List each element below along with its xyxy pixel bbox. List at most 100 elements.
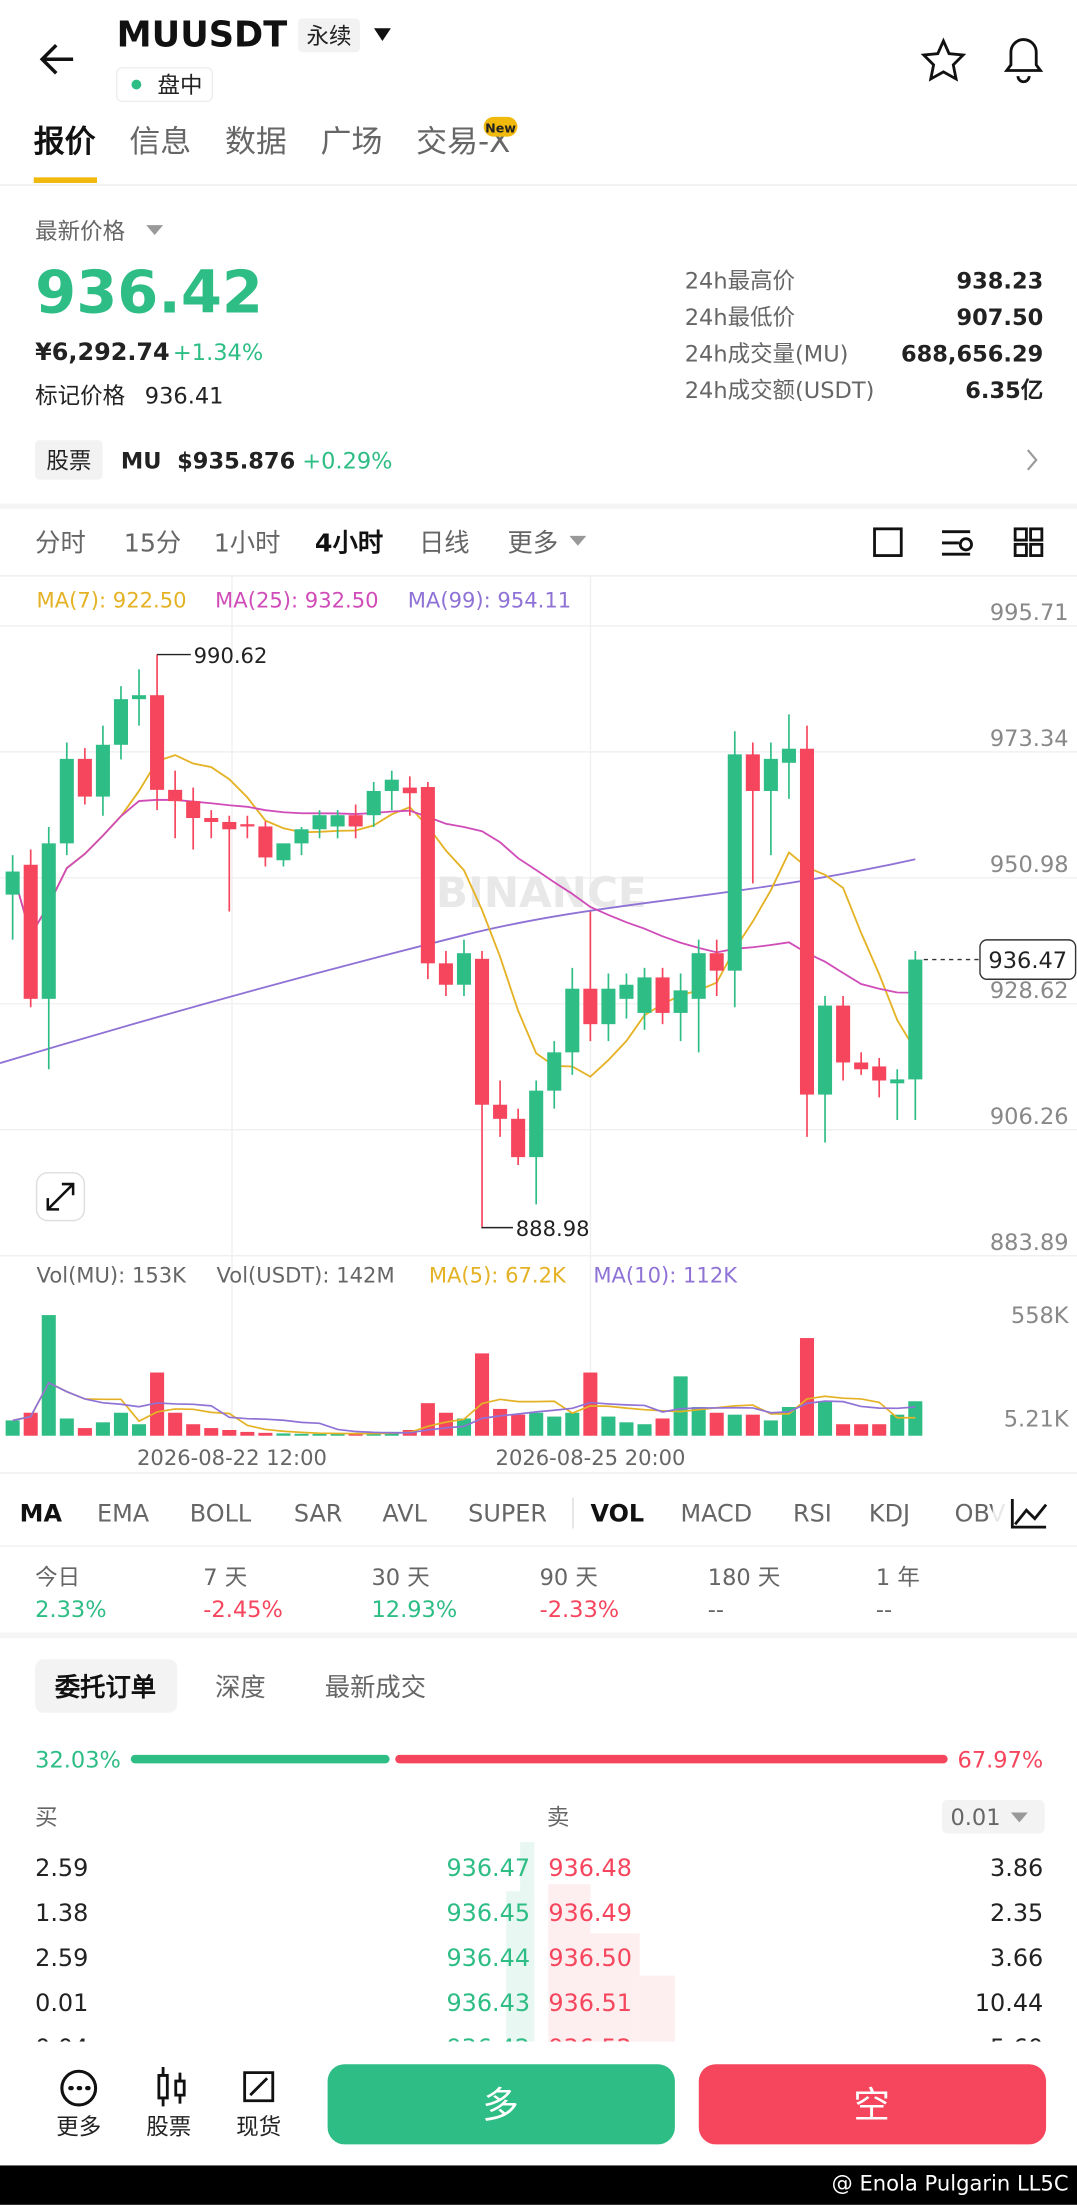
divider: [0, 503, 1077, 510]
nav-label[interactable]: 现货: [236, 2115, 281, 2141]
volume-bar: [583, 1372, 598, 1436]
period-label: 180 天: [708, 1565, 781, 1591]
period-label: 今日: [35, 1565, 80, 1591]
tab[interactable]: 信息: [129, 124, 191, 160]
divider: [0, 184, 1077, 186]
chart-tools[interactable]: [873, 527, 1044, 557]
ask-price: 936.49: [548, 1899, 632, 1927]
candle-body: [131, 695, 147, 700]
volume-bar: [168, 1412, 183, 1436]
candle-body: [745, 754, 760, 791]
indicator-tab[interactable]: AVL: [382, 1499, 427, 1527]
indicator-tab[interactable]: SUPER: [468, 1499, 547, 1527]
volume-bar: [95, 1422, 110, 1436]
indicator-icon[interactable]: [1010, 1498, 1048, 1529]
interval-tab[interactable]: 更多: [508, 528, 559, 557]
candle-body: [493, 1104, 508, 1119]
interval-tab[interactable]: 分时: [35, 528, 86, 557]
candle-body: [384, 779, 399, 791]
bid-qty: 1.38: [35, 1899, 88, 1927]
indicator-tab[interactable]: VOL: [591, 1499, 645, 1527]
period-label: 30 天: [371, 1565, 429, 1591]
dropdown-icon: [146, 225, 164, 235]
nav-label[interactable]: 股票: [146, 2115, 191, 2141]
orderbook-tab[interactable]: 深度: [215, 1673, 266, 1702]
indicator-tab[interactable]: KDJ: [869, 1499, 910, 1527]
candle-body: [59, 758, 74, 844]
candle-body: [330, 815, 345, 827]
favorite-icon[interactable]: [920, 37, 967, 82]
volume-bar: [637, 1424, 652, 1436]
orderbook-tab[interactable]: 委托订单: [54, 1673, 156, 1702]
y-tick-label: 906.26: [990, 1104, 1069, 1130]
last-price: 936.42: [35, 257, 263, 326]
interval-tab[interactable]: 4小时: [315, 528, 383, 557]
footer-watermark: @ Enola Pulgarin LL5C: [832, 2171, 1069, 2196]
stat-label: 24h成交额(USDT): [685, 378, 875, 404]
mark-price: 936.41: [145, 384, 224, 410]
candle-body: [727, 754, 742, 971]
volume-bar: [113, 1412, 129, 1436]
precision-box[interactable]: [942, 1799, 1045, 1834]
indicator-tab[interactable]: EMA: [97, 1499, 150, 1527]
candle-body: [872, 1066, 887, 1081]
volume-bar: [438, 1412, 453, 1436]
volume-bar: [77, 1428, 92, 1436]
long-label[interactable]: 多: [482, 2084, 519, 2127]
candle-body: [204, 818, 219, 822]
candle-body: [420, 787, 435, 964]
volume-bar: [312, 1433, 327, 1436]
nav-label[interactable]: 更多: [56, 2115, 101, 2141]
period-change: -2.33%: [540, 1597, 620, 1623]
ma-legend: MA(99): 954.11: [408, 588, 571, 613]
stock-icon[interactable]: [157, 2067, 186, 2107]
volume-bar: [565, 1412, 580, 1436]
short-label[interactable]: 空: [853, 2084, 890, 2127]
candle-body: [402, 787, 417, 794]
ask-price: 936.52: [548, 2034, 632, 2062]
stat-label: 24h最低价: [685, 305, 795, 331]
candle-body: [222, 821, 237, 830]
tab[interactable]: 广场: [321, 124, 383, 160]
indicator-tab[interactable]: BOLL: [190, 1499, 252, 1527]
indicator-tab[interactable]: SAR: [294, 1499, 343, 1527]
dropdown-icon[interactable]: [373, 28, 391, 41]
candle-body: [799, 748, 815, 1095]
back-button[interactable]: [39, 43, 74, 75]
new-badge-text: New: [485, 120, 516, 135]
spot-icon[interactable]: [243, 2071, 275, 2103]
tab[interactable]: 报价: [34, 124, 96, 160]
volume-bar: [41, 1315, 56, 1436]
short-button[interactable]: [698, 2064, 1047, 2145]
candle-body: [41, 843, 56, 999]
more-icon[interactable]: [60, 2069, 98, 2107]
stat-value: 938.23: [956, 268, 1043, 294]
interval-tab[interactable]: 15分: [124, 528, 181, 557]
candle-body: [186, 801, 201, 819]
buy-ratio: 32.03%: [35, 1748, 121, 1774]
indicator-tab[interactable]: RSI: [793, 1499, 832, 1527]
indicator-tab[interactable]: MACD: [681, 1499, 753, 1527]
bid-qty: 0.04: [35, 2034, 88, 2062]
candle-body: [908, 959, 923, 1080]
status-dot: [131, 79, 142, 90]
interval-tab[interactable]: 日线: [419, 528, 470, 557]
sell-header: 卖: [547, 1805, 569, 1831]
volume-bar: [475, 1353, 490, 1436]
orderbook-tab[interactable]: 最新成交: [325, 1673, 426, 1702]
interval-tab[interactable]: 1小时: [214, 528, 281, 557]
volume-bar: [799, 1338, 815, 1436]
candle-body: [818, 1005, 833, 1095]
candle-body: [709, 953, 724, 971]
volume-bar: [276, 1433, 291, 1436]
long-button[interactable]: [327, 2064, 675, 2145]
chevron[interactable]: [1026, 449, 1038, 471]
tab[interactable]: 数据: [225, 124, 287, 160]
price-label[interactable]: 最新价格: [35, 219, 125, 245]
stat-value: 6.35亿: [965, 378, 1043, 404]
indicator-tab[interactable]: MA: [20, 1499, 63, 1527]
bell-icon[interactable]: [1003, 38, 1044, 84]
bid-price: 936.47: [446, 1854, 530, 1882]
cny-price: ¥6,292.74: [35, 338, 170, 366]
bid-price: 936.44: [446, 1944, 530, 1972]
